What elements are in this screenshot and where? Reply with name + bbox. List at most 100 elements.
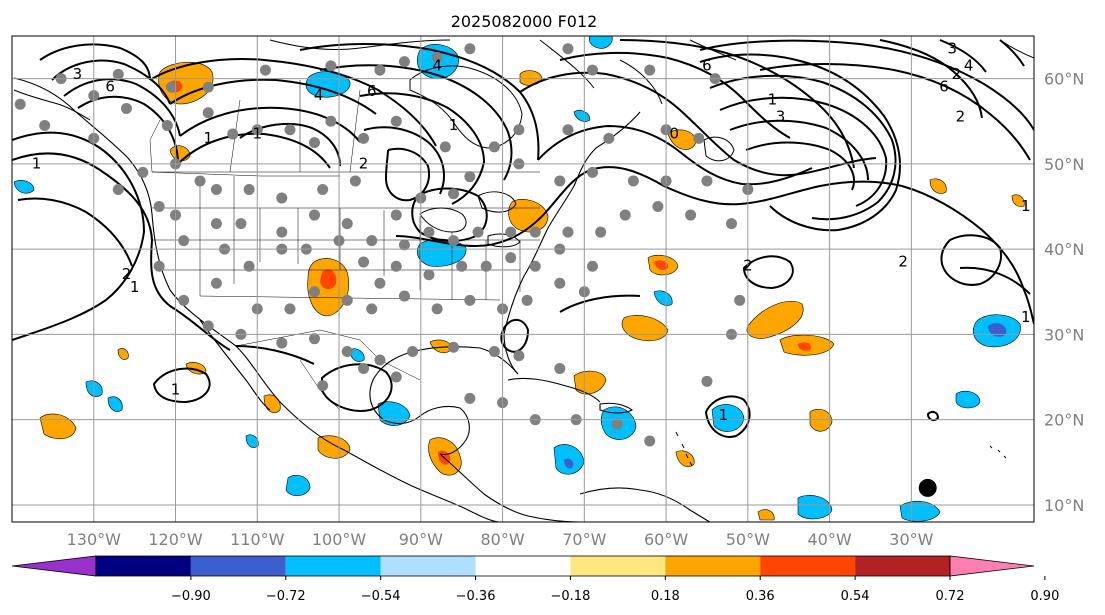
station-marker [284,303,296,315]
shade-positive-area [757,509,775,521]
station-marker [165,81,177,93]
contour-line [559,294,641,313]
station-marker [652,201,664,213]
station-marker [693,132,705,144]
station-marker [284,124,296,136]
colorbar-segment [665,556,761,576]
station-marker [358,256,370,268]
station-marker [701,375,713,387]
colorbar-tick-label: −0.54 [361,589,401,604]
station-marker [309,137,321,149]
contour-label: 4 [432,56,442,74]
map-frame [11,35,1035,523]
station-marker [227,128,239,140]
contour-line [901,185,1034,325]
shade-positive-core [798,342,812,351]
station-marker [448,188,460,200]
longitude-label: 90°W [399,530,443,549]
shade-positive-area [746,300,804,339]
station-marker [341,218,353,230]
station-marker [529,260,541,272]
contour-line [619,39,855,169]
contour-label: 6 [367,82,377,100]
station-marker [235,218,247,230]
colorbar-tick-label: 0.90 [1030,589,1059,604]
plot-title: 2025082000 F012 [451,12,598,31]
station-marker [153,260,165,272]
station-marker [488,345,500,357]
station-marker [309,286,321,298]
shade-positive-area [675,450,695,467]
station-marker [734,294,746,306]
colorbar-outline [95,555,951,577]
latitude-labels: 60°N 50°N 40°N 30°N 20°N 10°N [1044,70,1084,515]
contour-line [719,96,888,207]
contour-label: 2 [743,257,753,275]
tropical-cyclone-marker [918,478,937,497]
station-marker [448,341,460,353]
contour-label: 2 [898,252,908,270]
contour-line [395,166,903,248]
station-marker [210,218,222,230]
station-marker [554,363,566,375]
longitude-label: 100°W [312,530,367,549]
shade-negative-core [564,458,574,469]
shade-positive-area [1011,194,1025,207]
station-marker [701,175,713,187]
station-marker [390,209,402,221]
station-marker [374,64,386,76]
station-marker [423,226,435,238]
shade-positive-area [117,348,129,360]
station-marker [120,102,132,114]
shade-negative-core [988,323,1007,337]
station-marker [112,68,124,80]
station-marker [390,371,402,383]
shade-positive-area [809,409,833,432]
shade-negative-area [349,348,365,362]
station-marker [390,260,402,272]
latitude-label: 40°N [1044,240,1084,259]
contour-line [319,64,513,181]
station-marker [725,218,737,230]
graticule [12,36,1034,522]
colorbar-lower-extension [11,555,97,577]
longitude-label: 120°W [148,530,203,549]
contour-line [359,92,486,205]
latitude-label: 60°N [1044,70,1084,89]
latitude-label: 50°N [1044,155,1084,174]
contour-line [179,106,361,143]
station-marker [464,43,476,55]
station-marker [398,56,410,68]
contour-label: 2 [952,65,962,83]
colorbar-tick-label: 0.36 [746,589,775,604]
contour-line [709,74,897,221]
contour-label: 6 [105,78,115,96]
station-marker [644,64,656,76]
colorbar-segment [855,556,950,576]
contour-label: 0 [669,125,679,143]
station-marker [341,345,353,357]
station-marker [309,209,321,221]
contour-line [559,51,791,139]
station-marker [456,260,468,272]
station-marker [480,260,492,272]
longitude-label: 110°W [230,530,285,549]
station-marker [358,132,370,144]
station-marker [210,277,222,289]
contour-label: 2 [359,154,369,172]
contour-line [537,124,813,186]
contour-line [500,319,530,353]
contour-line [39,43,151,81]
longitude-label: 30°W [889,530,933,549]
contour-line [63,78,181,137]
station-marker [431,303,443,315]
colorbar-segment [285,556,381,576]
hispaniola [599,402,634,414]
colorbar-tick-label: 0.72 [936,589,965,604]
north-america-west-coast [13,77,501,522]
contour-line [926,410,940,422]
contour-label: 1 [130,278,140,296]
station-marker [448,235,460,247]
